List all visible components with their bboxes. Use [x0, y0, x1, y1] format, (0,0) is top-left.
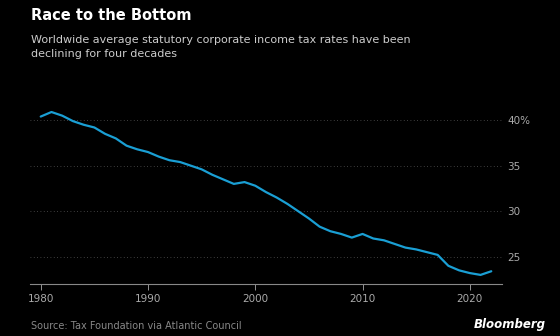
Text: Bloomberg: Bloomberg — [474, 318, 546, 331]
Text: Worldwide average statutory corporate income tax rates have been
declining for f: Worldwide average statutory corporate in… — [31, 35, 410, 59]
Text: Race to the Bottom: Race to the Bottom — [31, 8, 192, 24]
Text: Source: Tax Foundation via Atlantic Council: Source: Tax Foundation via Atlantic Coun… — [31, 321, 241, 331]
